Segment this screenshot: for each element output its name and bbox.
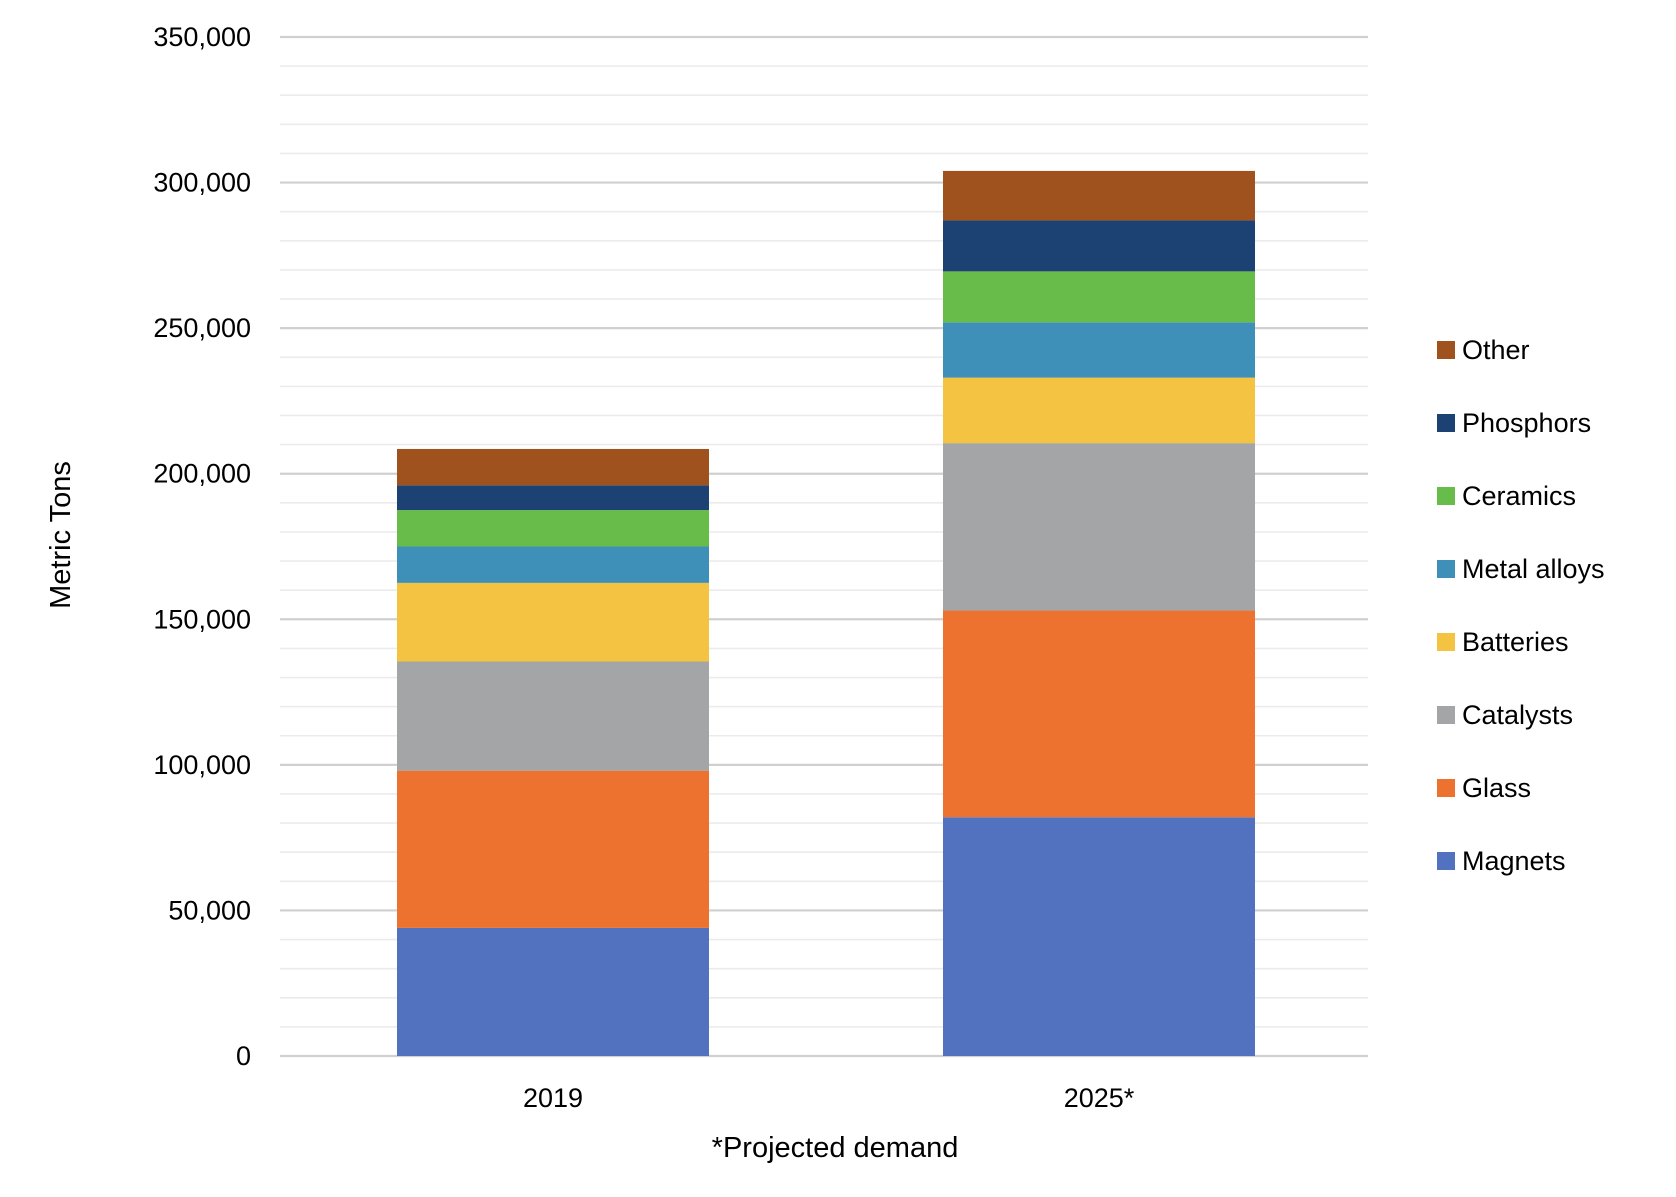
projection-note: *Projected demand (712, 1132, 959, 1164)
y-axis-title: Metric Tons (45, 461, 77, 609)
bars (397, 170, 1255, 1056)
y-tick-label: 150,000 (153, 604, 251, 634)
x-category-label: 2025* (1064, 1083, 1135, 1113)
bar-segment-other (397, 448, 709, 486)
legend-label: Other (1462, 335, 1530, 365)
legend-swatch-glass (1437, 779, 1455, 797)
legend-label: Batteries (1462, 627, 1569, 657)
bar-segment-ceramics (397, 510, 709, 547)
legend-label: Magnets (1462, 846, 1566, 876)
bar-segment-metal-alloys (397, 546, 709, 583)
legend-label: Phosphors (1462, 408, 1591, 438)
legend-label: Catalysts (1462, 700, 1573, 730)
legend-label: Glass (1462, 773, 1531, 803)
legend: Other Phosphors Ceramics Metal alloys Batter… (1437, 335, 1605, 876)
bar-segment-catalysts (943, 443, 1255, 611)
legend-swatch-magnets (1437, 852, 1455, 870)
bar-segment-other (943, 170, 1255, 221)
bar-segment-batteries (943, 377, 1255, 444)
bar-segment-catalysts (397, 661, 709, 771)
bar-segment-phosphors (397, 485, 709, 511)
legend-swatch-phosphors (1437, 414, 1455, 432)
bar-segment-glass (943, 610, 1255, 818)
legend-swatch-metal-alloys (1437, 560, 1455, 578)
y-tick-label: 300,000 (153, 168, 251, 198)
legend-swatch-catalysts (1437, 706, 1455, 724)
bar-segment-metal-alloys (943, 322, 1255, 378)
legend-swatch-other (1437, 341, 1455, 359)
legend-label: Metal alloys (1462, 554, 1605, 584)
bar-segment-magnets (397, 927, 709, 1056)
bar-segment-batteries (397, 582, 709, 662)
y-tick-label: 350,000 (153, 22, 251, 52)
bar-segment-glass (397, 770, 709, 928)
y-tick-label: 100,000 (153, 750, 251, 780)
y-axis-ticks: 0 50,000 100,000 150,000 200,000 250,000 300,0… (153, 22, 251, 1071)
legend-label: Ceramics (1462, 481, 1576, 511)
x-category-label: 2019 (523, 1083, 583, 1113)
legend-swatch-ceramics (1437, 487, 1455, 505)
legend-swatch-batteries (1437, 633, 1455, 651)
y-tick-label: 200,000 (153, 459, 251, 489)
y-tick-label: 0 (236, 1041, 251, 1071)
bar-segment-phosphors (943, 220, 1255, 272)
x-axis-categories: 2019 2025* (523, 1083, 1135, 1113)
bar-segment-magnets (943, 817, 1255, 1056)
y-tick-label: 50,000 (168, 895, 251, 925)
bar-segment-ceramics (943, 271, 1255, 323)
y-tick-label: 250,000 (153, 313, 251, 343)
